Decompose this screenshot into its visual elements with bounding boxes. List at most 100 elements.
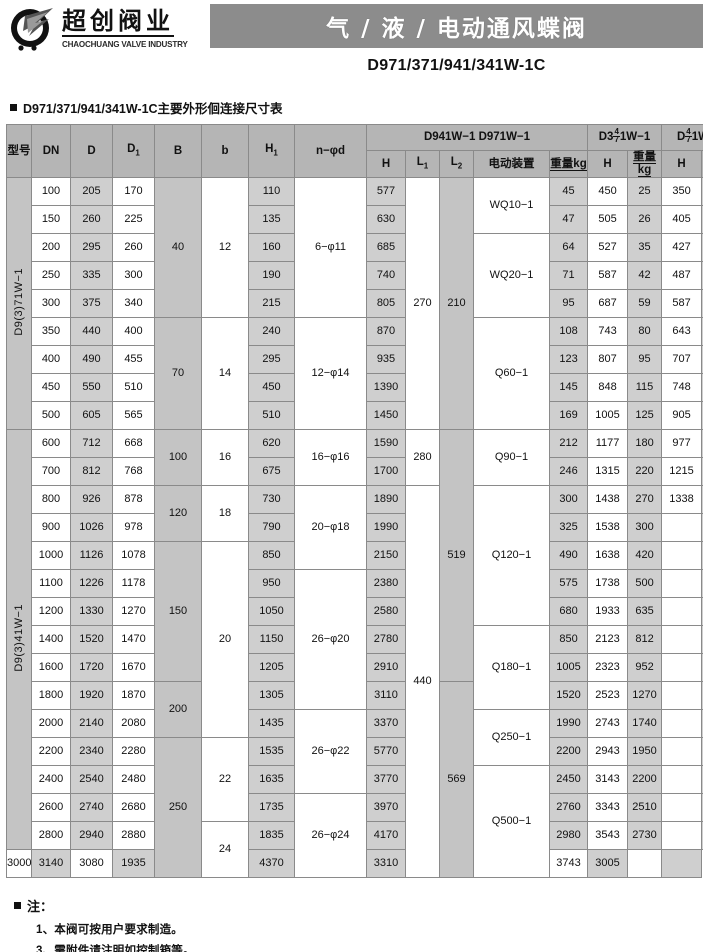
cell-d1: 510 [112, 373, 155, 402]
cell-h-34: 2323 [587, 653, 629, 682]
cell-d1: 978 [112, 513, 155, 542]
cell-weight-34: 115 [627, 373, 663, 402]
cell-h-4 [661, 737, 703, 766]
model-group-label: D9(3)71W−1 [6, 177, 32, 430]
cell-dn: 700 [31, 457, 71, 486]
cell-d1: 1470 [112, 625, 155, 654]
cell-h-34: 2523 [587, 681, 629, 710]
cell-h-34: 587 [587, 261, 629, 290]
table-row: 2200 2340 2280 250 22 1535 5770 2200 2943 1950 [7, 737, 703, 878]
cell-dn: 800 [31, 485, 71, 514]
cell-h-34: 450 [587, 177, 629, 206]
cell-h: 1590 [366, 429, 406, 458]
cell-d1: 1178 [112, 569, 155, 598]
cell-dn: 450 [31, 373, 71, 402]
model-group-text: D9(3)71W−1 [12, 268, 25, 336]
cell-h: 2780 [366, 625, 406, 654]
cell-actuator: Q180−1 [473, 625, 550, 710]
cell-weight-941: 3310 [366, 849, 406, 878]
cell-n-phi-d: 26−φ20 [294, 569, 367, 710]
cell-h: 1700 [366, 457, 406, 486]
cell-h-4: 905 [661, 401, 703, 430]
th-h1: H1 [248, 124, 295, 178]
section-title-text: D971/371/941/341W-1C主要外形佪连接尺寸表 [23, 102, 283, 116]
cell-d1: 225 [112, 205, 155, 234]
cell-h-4 [661, 597, 703, 626]
cell-b-upper: 120 [154, 485, 202, 542]
brand-name-cn: 超创阀业 [62, 8, 174, 38]
cell-dn: 400 [31, 345, 71, 374]
cell-weight-941: 325 [548, 513, 589, 542]
cell-b-lower: 22 [201, 737, 249, 822]
cell-h-34: 527 [587, 233, 629, 262]
table-row: D9(3)41W−1 600 712 668 100 16 620 16−φ16 1590 280… [6, 429, 703, 850]
table-row: 1800 1920 1870 200 1305 3110 569 1520 2523 1270 [7, 681, 703, 878]
cell-h1: 510 [248, 401, 295, 430]
header-row-top: 型号 DN D D1 B b H1 n−φd D941W−1 D971W−1 D… [6, 124, 703, 178]
cell-weight-941: 71 [548, 261, 589, 290]
cell-d: 605 [70, 401, 113, 430]
cell-weight-34: 1740 [627, 709, 663, 738]
table-row: D9(3)71W−1 100 205 170 40 12 110 6−φ11 577 270 210… [6, 177, 703, 430]
table-row: 1100 1226 1178 950 26−φ20 2380 575 1738 500 [7, 569, 703, 710]
cell-d1: 1870 [112, 681, 155, 710]
cell-h-34: 1005 [587, 401, 629, 430]
brand-block: 超创阀业 CHAOCHUANG VALVE INDUSTRY [0, 0, 210, 52]
cell-h: 2380 [366, 569, 406, 598]
th-group-d-4-7-1w: D 47 1W−1 [661, 124, 703, 151]
cell-h1: 850 [248, 541, 295, 570]
cell-h-4: 1338 [661, 485, 703, 514]
table-row: 5006055655101450169100512590598 [7, 401, 703, 430]
cell-n-phi-d: 26−φ24 [294, 793, 367, 878]
cell-b-upper: 200 [154, 681, 202, 738]
cell-d1: 1078 [112, 541, 155, 570]
cell-d1: 455 [112, 345, 155, 374]
cell-h-34: 3543 [587, 821, 629, 850]
cell-weight-34: 180 [627, 429, 663, 458]
product-model-subtitle: D971/371/941/341W-1C [367, 57, 546, 74]
cell-l1: 280 [405, 429, 440, 486]
cell-d: 1520 [70, 625, 113, 654]
th-n-phi-d: n−φd [294, 124, 367, 178]
cell-weight-941: 169 [548, 401, 589, 430]
cell-h1: 620 [248, 429, 295, 458]
cell-h-4 [661, 653, 703, 682]
cell-weight-34: 635 [627, 597, 663, 626]
cell-weight-941: 490 [548, 541, 589, 570]
notes-header: 注： [14, 896, 703, 915]
cell-h-4 [661, 513, 703, 542]
cell-h: 2580 [366, 597, 406, 626]
cell-d1: 768 [112, 457, 155, 486]
product-title: 气 / 液 / 电动通风蝶阀 [326, 16, 587, 42]
cell-h-34: 505 [587, 205, 629, 234]
cell-weight-34: 2200 [627, 765, 663, 794]
table-row: 1400 1520 1470 1150 2780 Q180−1 850 2123 812 [7, 625, 703, 710]
cell-h1: 950 [248, 569, 295, 598]
cell-h1: 1205 [248, 653, 295, 682]
cell-h: 740 [366, 261, 406, 290]
cell-actuator: Q60−1 [473, 317, 550, 430]
cell-d1: 2080 [112, 709, 155, 738]
table-row: 250335300190740715874248731 [7, 261, 703, 290]
cell-weight-34: 420 [627, 541, 663, 570]
cell-h-4: 748 [661, 373, 703, 402]
cell-actuator: WQ20−1 [473, 233, 550, 318]
cell-d1: 2880 [112, 821, 155, 850]
cell-weight-941: 850 [548, 625, 589, 654]
cell-dn: 2600 [31, 793, 71, 822]
cell-h: 870 [366, 317, 406, 346]
cell-d: 2940 [70, 821, 113, 850]
cell-h-34: 848 [587, 373, 629, 402]
cell-d1: 2280 [112, 737, 155, 766]
model-group-label: D9(3)41W−1 [6, 429, 32, 850]
cell-dn: 1000 [31, 541, 71, 570]
cell-weight-941: 2760 [548, 793, 589, 822]
cell-h: 1390 [366, 373, 406, 402]
table-row: 800 926 878 120 18 730 20−φ18 1890 440 Q120−1 300 1… [7, 485, 703, 878]
cell-d1: 260 [112, 233, 155, 262]
cell-d: 1720 [70, 653, 113, 682]
cell-b-lower: 18 [201, 485, 249, 542]
cell-h1: 1150 [248, 625, 295, 654]
cell-d: 375 [70, 289, 113, 318]
cell-h-4 [661, 569, 703, 598]
